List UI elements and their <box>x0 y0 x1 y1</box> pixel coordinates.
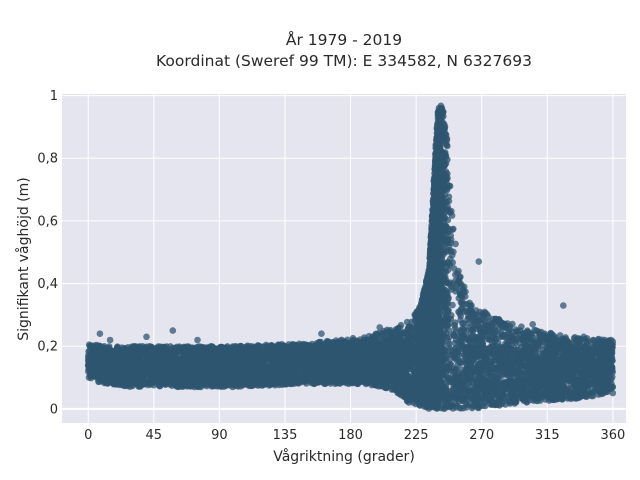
data-point <box>516 331 524 338</box>
data-point <box>448 312 455 319</box>
data-point <box>381 329 389 336</box>
data-point <box>529 336 536 344</box>
data-point <box>383 338 391 345</box>
data-point <box>509 320 516 328</box>
data-point <box>504 332 511 340</box>
data-point <box>458 305 466 312</box>
data-point <box>315 339 323 346</box>
data-point <box>485 327 492 335</box>
data-points <box>84 102 617 412</box>
data-point <box>481 308 488 316</box>
data-point <box>472 320 479 328</box>
data-point <box>450 265 458 272</box>
data-point <box>452 288 459 295</box>
data-point <box>467 302 474 309</box>
data-point <box>402 330 409 337</box>
data-point <box>482 322 489 329</box>
data-point <box>449 301 456 309</box>
data-point <box>156 382 164 390</box>
data-point <box>403 336 411 343</box>
data-point <box>510 332 518 340</box>
data-point <box>466 338 474 346</box>
data-point <box>494 327 502 335</box>
data-point <box>404 324 412 332</box>
data-point <box>460 320 467 327</box>
data-point <box>544 333 551 341</box>
data-point <box>361 336 368 344</box>
data-point <box>445 197 453 205</box>
data-point <box>447 255 454 263</box>
data-point <box>519 336 527 344</box>
data-point <box>451 322 458 329</box>
data-point <box>452 328 460 335</box>
data-point <box>353 337 361 345</box>
data-point <box>452 240 459 248</box>
data-point <box>491 319 498 327</box>
